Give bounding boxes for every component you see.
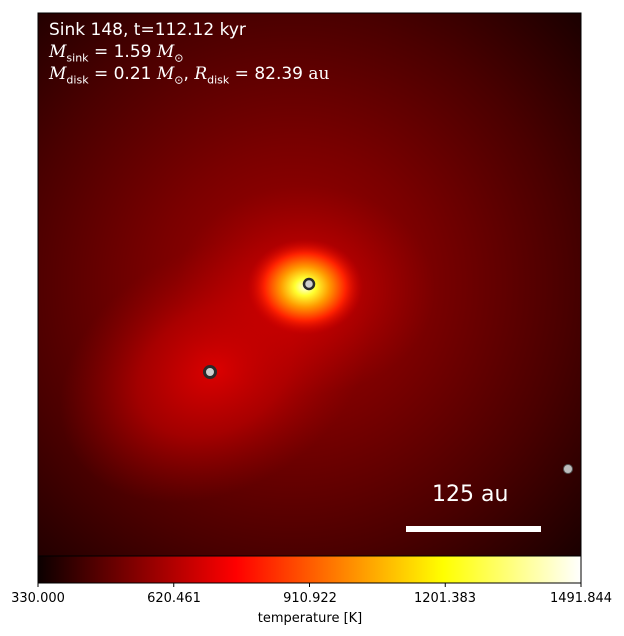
colorbar-label: temperature [K]: [257, 611, 363, 626]
colorbar: [37, 555, 582, 587]
scale-bar-label: 125 au: [432, 482, 509, 507]
scale-bar: [406, 526, 541, 532]
sink-companion: [203, 365, 217, 379]
colorbar-tick-label: 1491.844: [549, 591, 613, 606]
disk-mass-unit-sub: ⊙: [174, 73, 184, 87]
disk-radius-subscript: disk: [207, 73, 230, 87]
disk-separator: ,: [183, 64, 195, 84]
disk-mass-symbol: M: [49, 64, 67, 84]
sink-mass-subscript: sink: [66, 51, 89, 65]
colorbar-tick-label: 330.000: [11, 591, 65, 606]
disk-mass-unit: M: [156, 64, 175, 84]
sink-main: [302, 277, 316, 291]
temperature-map: [38, 13, 581, 556]
disk-radius-unit: au: [308, 64, 330, 84]
colorbar-tick-label: 620.461: [147, 591, 201, 606]
disk-radius-symbol: R: [194, 64, 208, 84]
sink-info-title: Sink 148, t=112.12 kyr: [49, 20, 246, 40]
sink-mass-symbol: M: [49, 42, 67, 62]
sink-edge: [563, 464, 573, 474]
sink-markers: [203, 277, 573, 474]
disk-radius-value: = 82.39: [229, 64, 309, 84]
colorbar-tick-label: 910.922: [283, 591, 337, 606]
sink-mass-text: Msink = 1.59 M⊙: [49, 42, 184, 64]
sink-mass-value: = 1.59: [88, 42, 157, 62]
sink-mass-unit-sub: ⊙: [174, 51, 184, 65]
colorbar-ticks: [37, 583, 582, 587]
colorbar-tick-label: 1201.383: [413, 591, 477, 606]
disk-info-text: Mdisk = 0.21 M⊙, Rdisk = 82.39 au: [49, 64, 330, 86]
disk-mass-value: = 0.21: [88, 64, 157, 84]
disk-mass-subscript: disk: [66, 73, 89, 87]
sink-mass-unit: M: [156, 42, 175, 62]
